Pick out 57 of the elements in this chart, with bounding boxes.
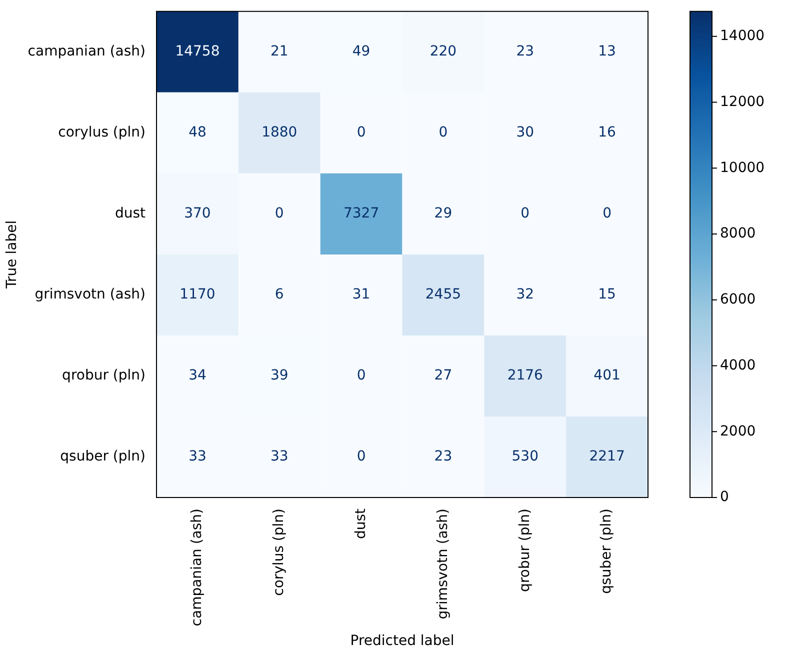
data-label: 2176 [507, 368, 544, 384]
data-label: 530 [512, 448, 538, 465]
data-label: 23 [516, 44, 534, 60]
data-label: 14758 [175, 44, 220, 60]
data-label: 7327 [343, 206, 380, 222]
data-label: 39 [270, 368, 288, 384]
x-tick-label: corylus (pln) [271, 508, 288, 596]
data-label: 21 [270, 44, 288, 60]
x-axis-title: Predicted label [350, 633, 454, 650]
data-label: 48 [188, 124, 206, 141]
data-label: 15 [598, 286, 616, 303]
data-label: 0 [274, 206, 284, 222]
data-label: 370 [184, 206, 211, 222]
data-label: 33 [270, 448, 288, 465]
data-label: 0 [356, 368, 366, 384]
color-bar-label: 2000 [720, 423, 756, 440]
color-bar-label: 6000 [720, 292, 756, 308]
y-tick-label: corylus (pln) [58, 124, 146, 141]
y-tick-label: campanian (ash) [28, 44, 146, 60]
data-label: 1880 [262, 124, 298, 141]
data-label: 0 [438, 124, 448, 141]
y-tick-label: dust [114, 206, 146, 222]
x-tick-label: dust [352, 508, 369, 540]
data-label: 0 [602, 206, 612, 222]
data-label: 6 [274, 286, 284, 303]
data-label: 1170 [180, 286, 216, 303]
data-label: 31 [352, 286, 370, 303]
color-bar-label: 8000 [720, 226, 756, 242]
y-axis-title: True label [4, 220, 20, 290]
data-label: 30 [516, 124, 534, 141]
data-label: 0 [356, 124, 366, 141]
x-tick-label: qrobur (pln) [516, 508, 533, 592]
color-bar-label: 14000 [720, 28, 765, 44]
data-label: 401 [594, 368, 620, 384]
data-label: 29 [434, 206, 452, 222]
color-bar-label: 0 [720, 489, 729, 506]
data-label: 49 [352, 44, 370, 60]
data-label: 34 [188, 368, 206, 384]
data-label: 220 [430, 44, 457, 60]
data-label: 2217 [589, 448, 625, 465]
y-tick-label: qsuber (pln) [60, 448, 146, 465]
data-label: 13 [598, 44, 616, 60]
color-bar-label: 12000 [720, 94, 765, 110]
data-label: 23 [434, 448, 452, 465]
data-label: 32 [516, 286, 534, 303]
color-bar-label: 10000 [720, 160, 765, 176]
color-bar-label: 4000 [720, 357, 756, 374]
x-tick-label: grimsvotn (ash) [434, 508, 451, 620]
data-label: 2455 [425, 286, 462, 303]
data-label: 0 [520, 206, 530, 222]
data-label: 0 [356, 448, 366, 465]
data-label: 33 [188, 448, 206, 465]
data-label: 16 [598, 124, 616, 141]
x-tick-label: qsuber (pln) [598, 508, 615, 594]
y-tick-label: grimsvotn (ash) [34, 286, 146, 303]
y-tick-label: qrobur (pln) [62, 368, 146, 384]
data-label: 27 [434, 368, 452, 384]
